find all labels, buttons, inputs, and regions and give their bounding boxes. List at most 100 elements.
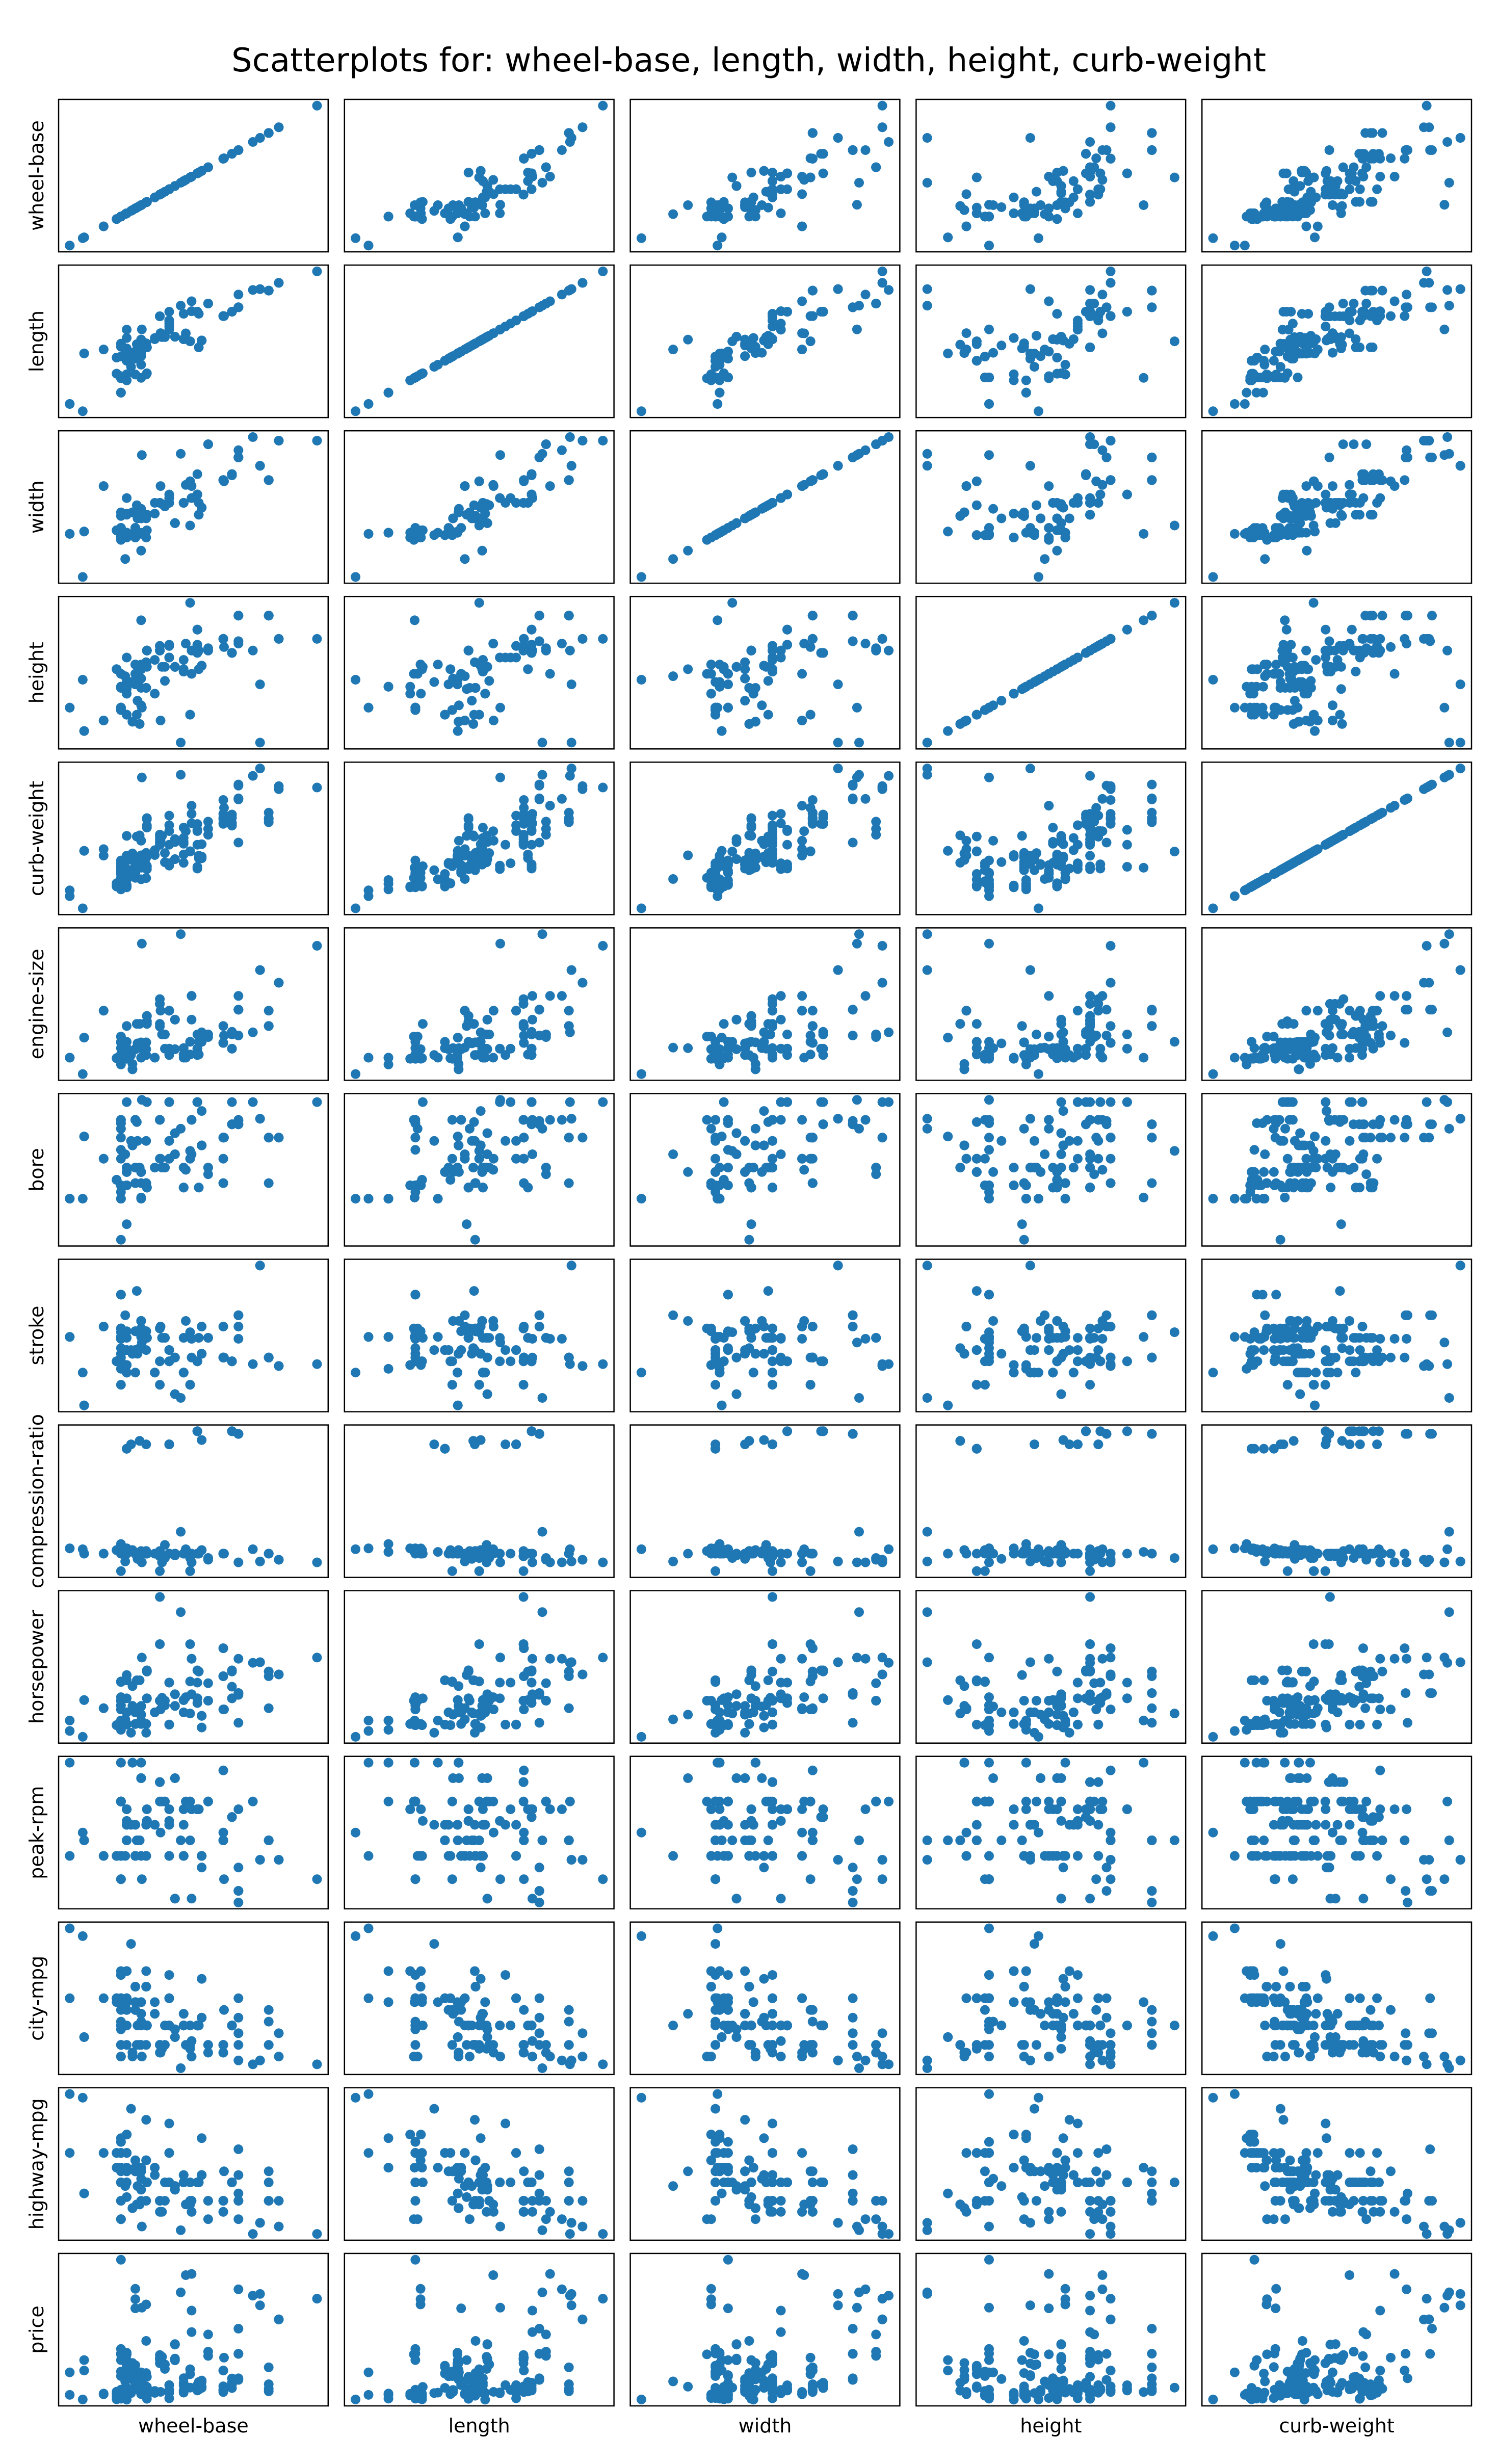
data-point	[833, 764, 843, 774]
data-point	[1271, 533, 1281, 542]
data-point	[768, 498, 777, 508]
data-point	[79, 1033, 89, 1043]
data-point	[1009, 192, 1019, 202]
data-point	[164, 640, 174, 650]
data-point	[453, 528, 462, 538]
data-point	[1286, 184, 1296, 194]
data-point	[1302, 689, 1312, 699]
data-point	[884, 645, 894, 656]
data-point	[1122, 624, 1132, 635]
data-point	[782, 840, 792, 850]
data-point	[668, 554, 678, 564]
data-point	[884, 285, 894, 295]
panel-grid: wheel-baselengthwidthheightcurb-weighten…	[25, 98, 1473, 2437]
data-point	[488, 481, 498, 491]
row-label: length	[25, 310, 48, 372]
panel-frame	[58, 762, 329, 915]
data-point	[478, 667, 488, 676]
data-point	[1091, 153, 1101, 163]
data-point	[1328, 481, 1337, 491]
row-label: height	[25, 642, 48, 703]
data-point	[1052, 545, 1062, 556]
data-point	[488, 716, 498, 725]
data-point	[1422, 634, 1432, 644]
panel-engine-size-vs-wheel-base	[58, 927, 329, 1081]
data-point	[1068, 176, 1079, 186]
data-point	[577, 436, 588, 445]
data-point	[1056, 861, 1066, 871]
panel-width-vs-wheel-base	[58, 430, 329, 584]
data-point	[598, 266, 608, 276]
data-point	[1360, 285, 1371, 296]
data-point	[922, 929, 932, 939]
data-point	[884, 137, 894, 147]
data-point	[429, 206, 439, 216]
data-point	[971, 847, 982, 856]
data-point	[922, 738, 932, 748]
data-point	[1326, 667, 1336, 676]
data-point	[142, 197, 152, 207]
data-point	[746, 343, 756, 352]
data-point	[1338, 190, 1349, 200]
data-point	[164, 652, 174, 663]
data-point	[1009, 689, 1019, 699]
data-point	[1262, 660, 1272, 670]
data-point	[1386, 311, 1396, 321]
panel-frame	[629, 927, 901, 1081]
data-point	[116, 705, 126, 715]
data-point	[233, 636, 244, 646]
data-point	[1044, 991, 1054, 1001]
data-point	[1282, 705, 1293, 715]
data-point	[1455, 284, 1465, 294]
data-point	[470, 212, 480, 222]
data-point	[848, 611, 858, 621]
data-point	[706, 868, 716, 878]
data-point	[768, 664, 777, 674]
data-point	[506, 1043, 516, 1054]
data-point	[527, 489, 537, 500]
data-point	[264, 128, 274, 138]
data-point	[833, 461, 843, 471]
data-point	[884, 1027, 894, 1037]
data-point	[706, 370, 716, 380]
data-point	[227, 149, 237, 159]
data-point	[717, 232, 727, 243]
data-point	[527, 648, 537, 658]
data-point	[488, 826, 498, 836]
data-point	[219, 642, 229, 652]
data-point	[248, 1027, 258, 1037]
data-point	[150, 498, 160, 508]
data-point	[1068, 192, 1079, 202]
data-point	[541, 643, 551, 653]
data-point	[1301, 679, 1311, 690]
data-point	[807, 285, 818, 296]
data-point	[1311, 655, 1321, 665]
data-point	[797, 481, 807, 491]
data-point	[255, 679, 265, 690]
data-point	[523, 176, 533, 186]
data-point	[727, 172, 738, 182]
data-point	[1444, 178, 1454, 188]
data-point	[1262, 873, 1272, 883]
data-point	[731, 181, 742, 191]
data-point	[1085, 137, 1095, 147]
data-point	[383, 681, 393, 692]
data-point	[1021, 881, 1031, 892]
data-point	[1052, 168, 1062, 177]
data-point	[453, 851, 462, 861]
data-point	[1044, 212, 1054, 222]
data-point	[484, 1029, 494, 1039]
data-point	[1355, 510, 1365, 520]
data-point	[706, 533, 716, 542]
data-point	[1374, 149, 1384, 159]
data-point	[727, 336, 738, 347]
data-point	[1097, 794, 1108, 804]
data-point	[1374, 809, 1384, 820]
data-point	[1282, 197, 1293, 207]
data-point	[155, 1021, 165, 1032]
data-point	[1312, 221, 1323, 231]
data-point	[717, 726, 727, 736]
data-point	[1442, 645, 1453, 656]
data-point	[1240, 399, 1250, 409]
data-point	[1262, 203, 1272, 214]
